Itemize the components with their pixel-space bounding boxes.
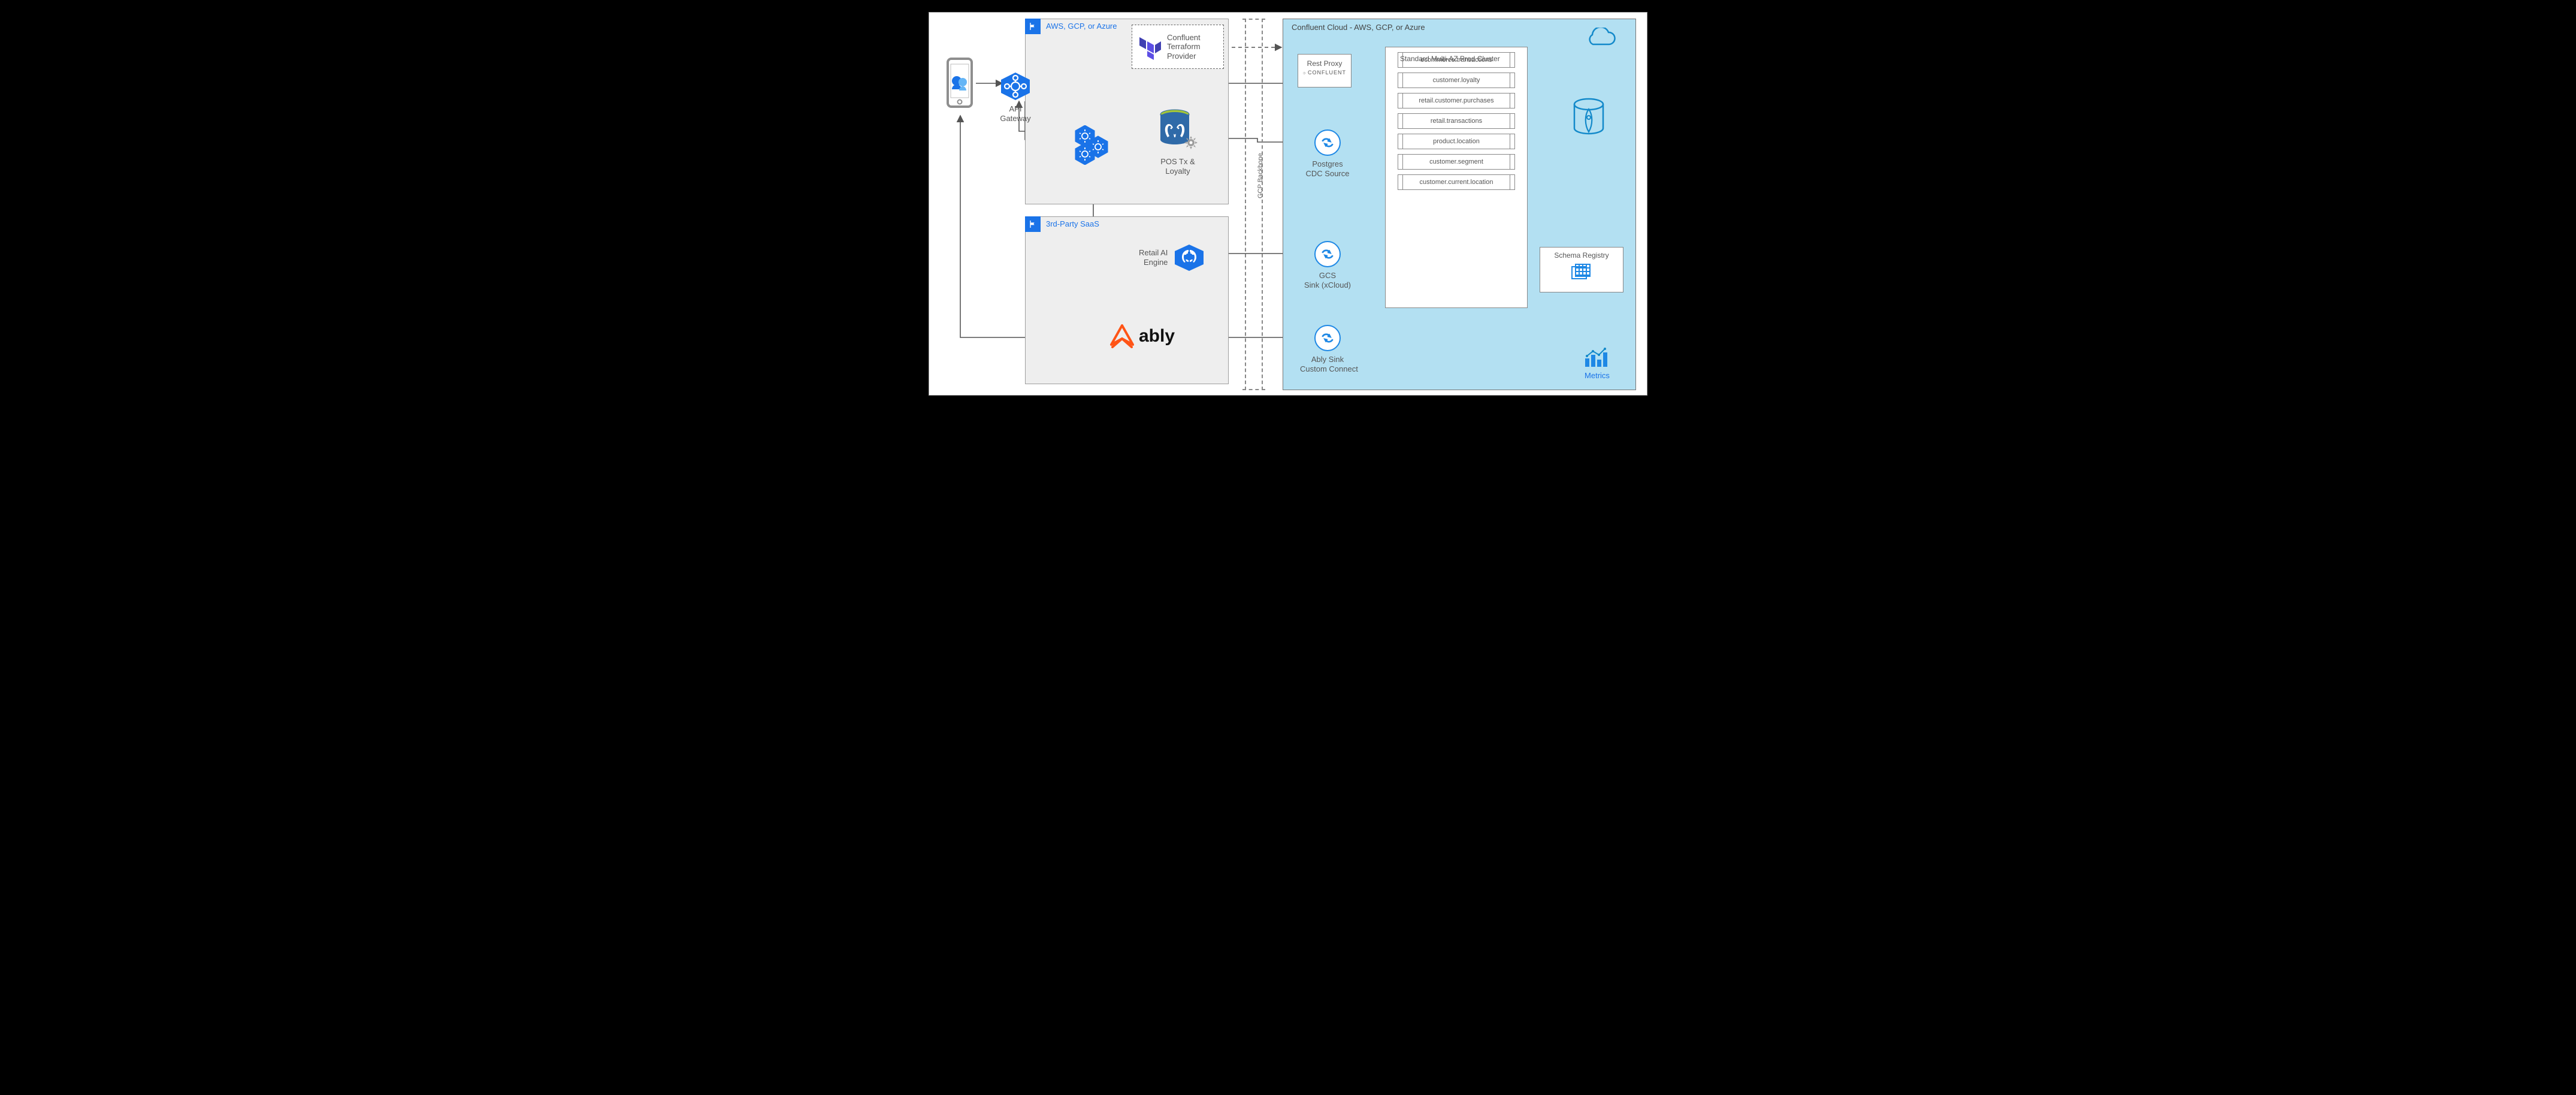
- canvas: AWS, GCP, or Azure 3rd-Party SaaS GCP Ba…: [821, 0, 1755, 408]
- ai-engine-label: Retail AI Engine: [1139, 248, 1168, 267]
- metrics-node: Metrics: [1584, 346, 1610, 381]
- terraform-icon: [1138, 34, 1162, 60]
- architecture-diagram: AWS, GCP, or Azure 3rd-Party SaaS GCP Ba…: [929, 12, 1647, 396]
- confluent-title: Confluent Cloud - AWS, GCP, or Azure: [1292, 23, 1425, 32]
- flag-icon: [1025, 216, 1041, 232]
- metrics-label: Metrics: [1584, 371, 1610, 381]
- region-3rd-party-saas: 3rd-Party SaaS: [1025, 216, 1229, 384]
- flag-icon: [1025, 19, 1041, 34]
- api-gateway-node: API Gateway: [999, 71, 1032, 123]
- retail-ai-engine-node: Retail AI Engine: [1139, 244, 1205, 272]
- postgres-cdc-connector-icon: [1314, 129, 1341, 156]
- region-confluent-cloud: Confluent Cloud - AWS, GCP, or Azure Res…: [1283, 19, 1636, 390]
- kafka-topic: retail.customer.purchases: [1398, 93, 1515, 108]
- terraform-label: Confluent Terraform Provider: [1167, 33, 1201, 61]
- api-gateway-label: API Gateway: [999, 104, 1032, 123]
- kafka-topic: customer.loyalty: [1398, 73, 1515, 88]
- schema-registry-box: Schema Registry: [1540, 247, 1623, 292]
- kafka-topic: customer.segment: [1398, 154, 1515, 170]
- kafka-topic: retail.transactions: [1398, 113, 1515, 129]
- api-gateway-icon: [999, 71, 1032, 101]
- metrics-icon: [1584, 346, 1610, 368]
- kafka-topic: product.location: [1398, 134, 1515, 149]
- rest-proxy-box: Rest Proxy CONFLUENT: [1298, 54, 1352, 88]
- cluster-title: Standard Multi-AZ Prod Cluster: [1394, 51, 1506, 67]
- confluent-wordmark: CONFLUENT: [1308, 69, 1346, 77]
- kafka-cluster-box: Standard Multi-AZ Prod Cluster ecommerce…: [1385, 47, 1528, 308]
- mobile-device-icon: [946, 57, 973, 111]
- postgres-node: POS Tx & Loyalty: [1157, 108, 1199, 176]
- postgres-label: POS Tx & Loyalty: [1157, 157, 1199, 176]
- kafka-topic: customer.current.location: [1398, 174, 1515, 190]
- ably-sink-connector-icon: [1314, 325, 1341, 351]
- terraform-provider-box: Confluent Terraform Provider: [1132, 25, 1224, 69]
- postgres-icon: [1157, 108, 1199, 154]
- ably-sink-label: Ably Sink Custom Connect: [1300, 355, 1355, 373]
- ably-logo-icon: [1109, 324, 1135, 348]
- ably-node: ably: [1109, 324, 1175, 348]
- rest-proxy-title: Rest Proxy: [1303, 58, 1346, 69]
- stream-processing-icon: [1571, 97, 1607, 143]
- microservices-gears-icon: [1074, 125, 1111, 168]
- confluent-logo-icon: [1303, 69, 1305, 77]
- region-label: 3rd-Party SaaS: [1046, 219, 1099, 228]
- schema-registry-title: Schema Registry: [1545, 251, 1618, 260]
- ai-brain-icon: [1174, 244, 1205, 272]
- topics-list: ecommerce.transactionscustomer.loyaltyre…: [1386, 52, 1527, 190]
- gcs-sink-label: GCS Sink (xCloud): [1300, 271, 1355, 289]
- postgres-cdc-label: Postgres CDC Source: [1300, 159, 1355, 178]
- grid-icon: [1571, 263, 1592, 281]
- gcp-backbone-label: GCP Backbone: [1257, 153, 1264, 198]
- gcp-backbone-divider: [1245, 19, 1263, 390]
- cloud-icon: [1583, 28, 1616, 49]
- ably-wordmark: ably: [1139, 326, 1175, 346]
- region-label: AWS, GCP, or Azure: [1046, 22, 1117, 31]
- gcs-sink-connector-icon: [1314, 241, 1341, 267]
